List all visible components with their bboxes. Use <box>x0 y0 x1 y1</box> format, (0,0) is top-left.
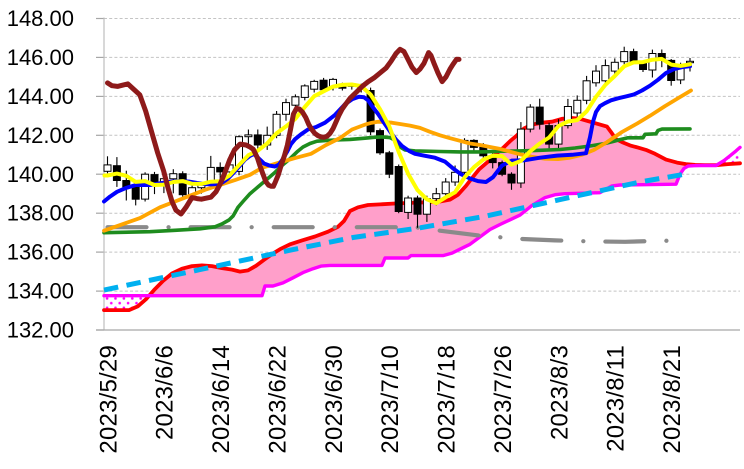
svg-text:2023/7/10: 2023/7/10 <box>377 345 404 454</box>
svg-text:142.00: 142.00 <box>7 123 74 148</box>
svg-text:140.00: 140.00 <box>7 162 74 187</box>
svg-text:2023/8/3: 2023/8/3 <box>546 345 573 440</box>
svg-text:148.00: 148.00 <box>7 6 74 31</box>
svg-text:144.00: 144.00 <box>7 84 74 109</box>
svg-text:134.00: 134.00 <box>7 279 74 304</box>
svg-text:2023/6/14: 2023/6/14 <box>208 345 235 454</box>
svg-text:132.00: 132.00 <box>7 318 74 343</box>
svg-text:2023/7/26: 2023/7/26 <box>490 345 517 454</box>
svg-text:2023/6/6: 2023/6/6 <box>152 345 179 440</box>
svg-text:2023/5/29: 2023/5/29 <box>95 345 122 454</box>
svg-text:146.00: 146.00 <box>7 45 74 70</box>
svg-text:138.00: 138.00 <box>7 201 74 226</box>
svg-text:2023/6/22: 2023/6/22 <box>264 345 291 454</box>
svg-text:2023/7/18: 2023/7/18 <box>434 345 461 454</box>
svg-text:2023/8/11: 2023/8/11 <box>603 345 630 452</box>
svg-text:2023/6/30: 2023/6/30 <box>321 345 348 454</box>
svg-text:2023/8/21: 2023/8/21 <box>659 345 686 454</box>
svg-text:136.00: 136.00 <box>7 240 74 265</box>
